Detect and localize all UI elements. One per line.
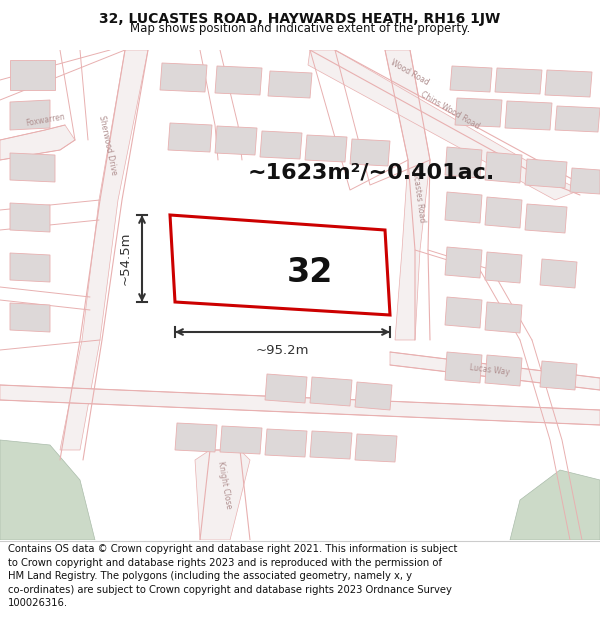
Text: Sherwood Drive: Sherwood Drive <box>97 114 119 176</box>
Text: Foxwarren: Foxwarren <box>25 112 65 128</box>
Polygon shape <box>445 147 482 178</box>
Text: Map shows position and indicative extent of the property.: Map shows position and indicative extent… <box>130 22 470 35</box>
Polygon shape <box>308 50 580 200</box>
Text: ~1623m²/~0.401ac.: ~1623m²/~0.401ac. <box>248 162 495 182</box>
Polygon shape <box>540 259 577 288</box>
Polygon shape <box>445 192 482 223</box>
Text: Lucas Way: Lucas Way <box>469 363 511 377</box>
Text: ~54.5m: ~54.5m <box>119 232 132 285</box>
Polygon shape <box>10 153 55 182</box>
Polygon shape <box>168 123 212 152</box>
Polygon shape <box>510 470 600 540</box>
Polygon shape <box>310 431 352 459</box>
Polygon shape <box>495 68 542 94</box>
Polygon shape <box>485 197 522 228</box>
Polygon shape <box>445 352 482 383</box>
Polygon shape <box>10 253 50 282</box>
Polygon shape <box>175 423 217 452</box>
Text: 32, LUCASTES ROAD, HAYWARDS HEATH, RH16 1JW: 32, LUCASTES ROAD, HAYWARDS HEATH, RH16 … <box>100 12 500 26</box>
Polygon shape <box>310 377 352 406</box>
Polygon shape <box>355 434 397 462</box>
Polygon shape <box>540 361 577 390</box>
Polygon shape <box>10 60 55 90</box>
Polygon shape <box>445 297 482 328</box>
Polygon shape <box>0 125 75 160</box>
Polygon shape <box>0 385 600 425</box>
Polygon shape <box>505 101 552 130</box>
Polygon shape <box>485 252 522 283</box>
Polygon shape <box>545 70 592 97</box>
Polygon shape <box>445 247 482 278</box>
Polygon shape <box>525 159 567 188</box>
Polygon shape <box>60 50 148 450</box>
Polygon shape <box>215 126 257 155</box>
Polygon shape <box>485 355 522 386</box>
Text: 32: 32 <box>287 256 333 289</box>
Polygon shape <box>265 374 307 403</box>
Polygon shape <box>485 152 522 183</box>
Polygon shape <box>10 203 50 232</box>
Polygon shape <box>555 106 600 132</box>
Polygon shape <box>450 66 492 92</box>
Polygon shape <box>525 204 567 233</box>
Text: Lucastes Road: Lucastes Road <box>410 167 427 223</box>
Text: Knight Close: Knight Close <box>217 461 233 509</box>
Polygon shape <box>10 100 50 130</box>
Polygon shape <box>0 440 95 540</box>
Polygon shape <box>485 302 522 333</box>
Polygon shape <box>268 71 312 98</box>
Text: Contains OS data © Crown copyright and database right 2021. This information is : Contains OS data © Crown copyright and d… <box>8 544 457 608</box>
Polygon shape <box>220 426 262 454</box>
Polygon shape <box>570 168 600 194</box>
Polygon shape <box>10 303 50 332</box>
Polygon shape <box>355 382 392 410</box>
Text: Wood Road: Wood Road <box>389 58 431 88</box>
Text: Chins Wood Road: Chins Wood Road <box>419 89 481 131</box>
Polygon shape <box>455 98 502 127</box>
Polygon shape <box>305 135 347 162</box>
Polygon shape <box>215 66 262 95</box>
Polygon shape <box>170 215 390 315</box>
Text: ~95.2m: ~95.2m <box>256 344 309 357</box>
Polygon shape <box>265 429 307 457</box>
Polygon shape <box>160 63 207 92</box>
Polygon shape <box>350 139 390 166</box>
Polygon shape <box>260 131 302 159</box>
Polygon shape <box>385 50 430 340</box>
Polygon shape <box>390 352 600 390</box>
Polygon shape <box>195 450 250 540</box>
